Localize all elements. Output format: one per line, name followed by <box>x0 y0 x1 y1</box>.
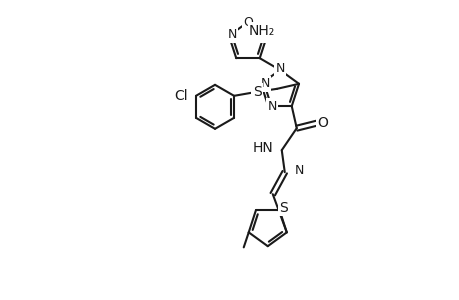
Text: HN: HN <box>252 141 273 155</box>
Text: S: S <box>252 85 261 99</box>
Text: Cl: Cl <box>174 89 188 103</box>
Text: N: N <box>227 28 236 41</box>
Text: O: O <box>242 16 252 28</box>
Text: N: N <box>267 100 276 113</box>
Text: S: S <box>279 201 287 215</box>
Text: O: O <box>317 116 327 130</box>
Text: N: N <box>294 164 303 177</box>
Text: NH₂: NH₂ <box>248 24 274 38</box>
Text: N: N <box>275 61 284 74</box>
Text: N: N <box>260 77 269 90</box>
Text: N: N <box>259 28 268 41</box>
